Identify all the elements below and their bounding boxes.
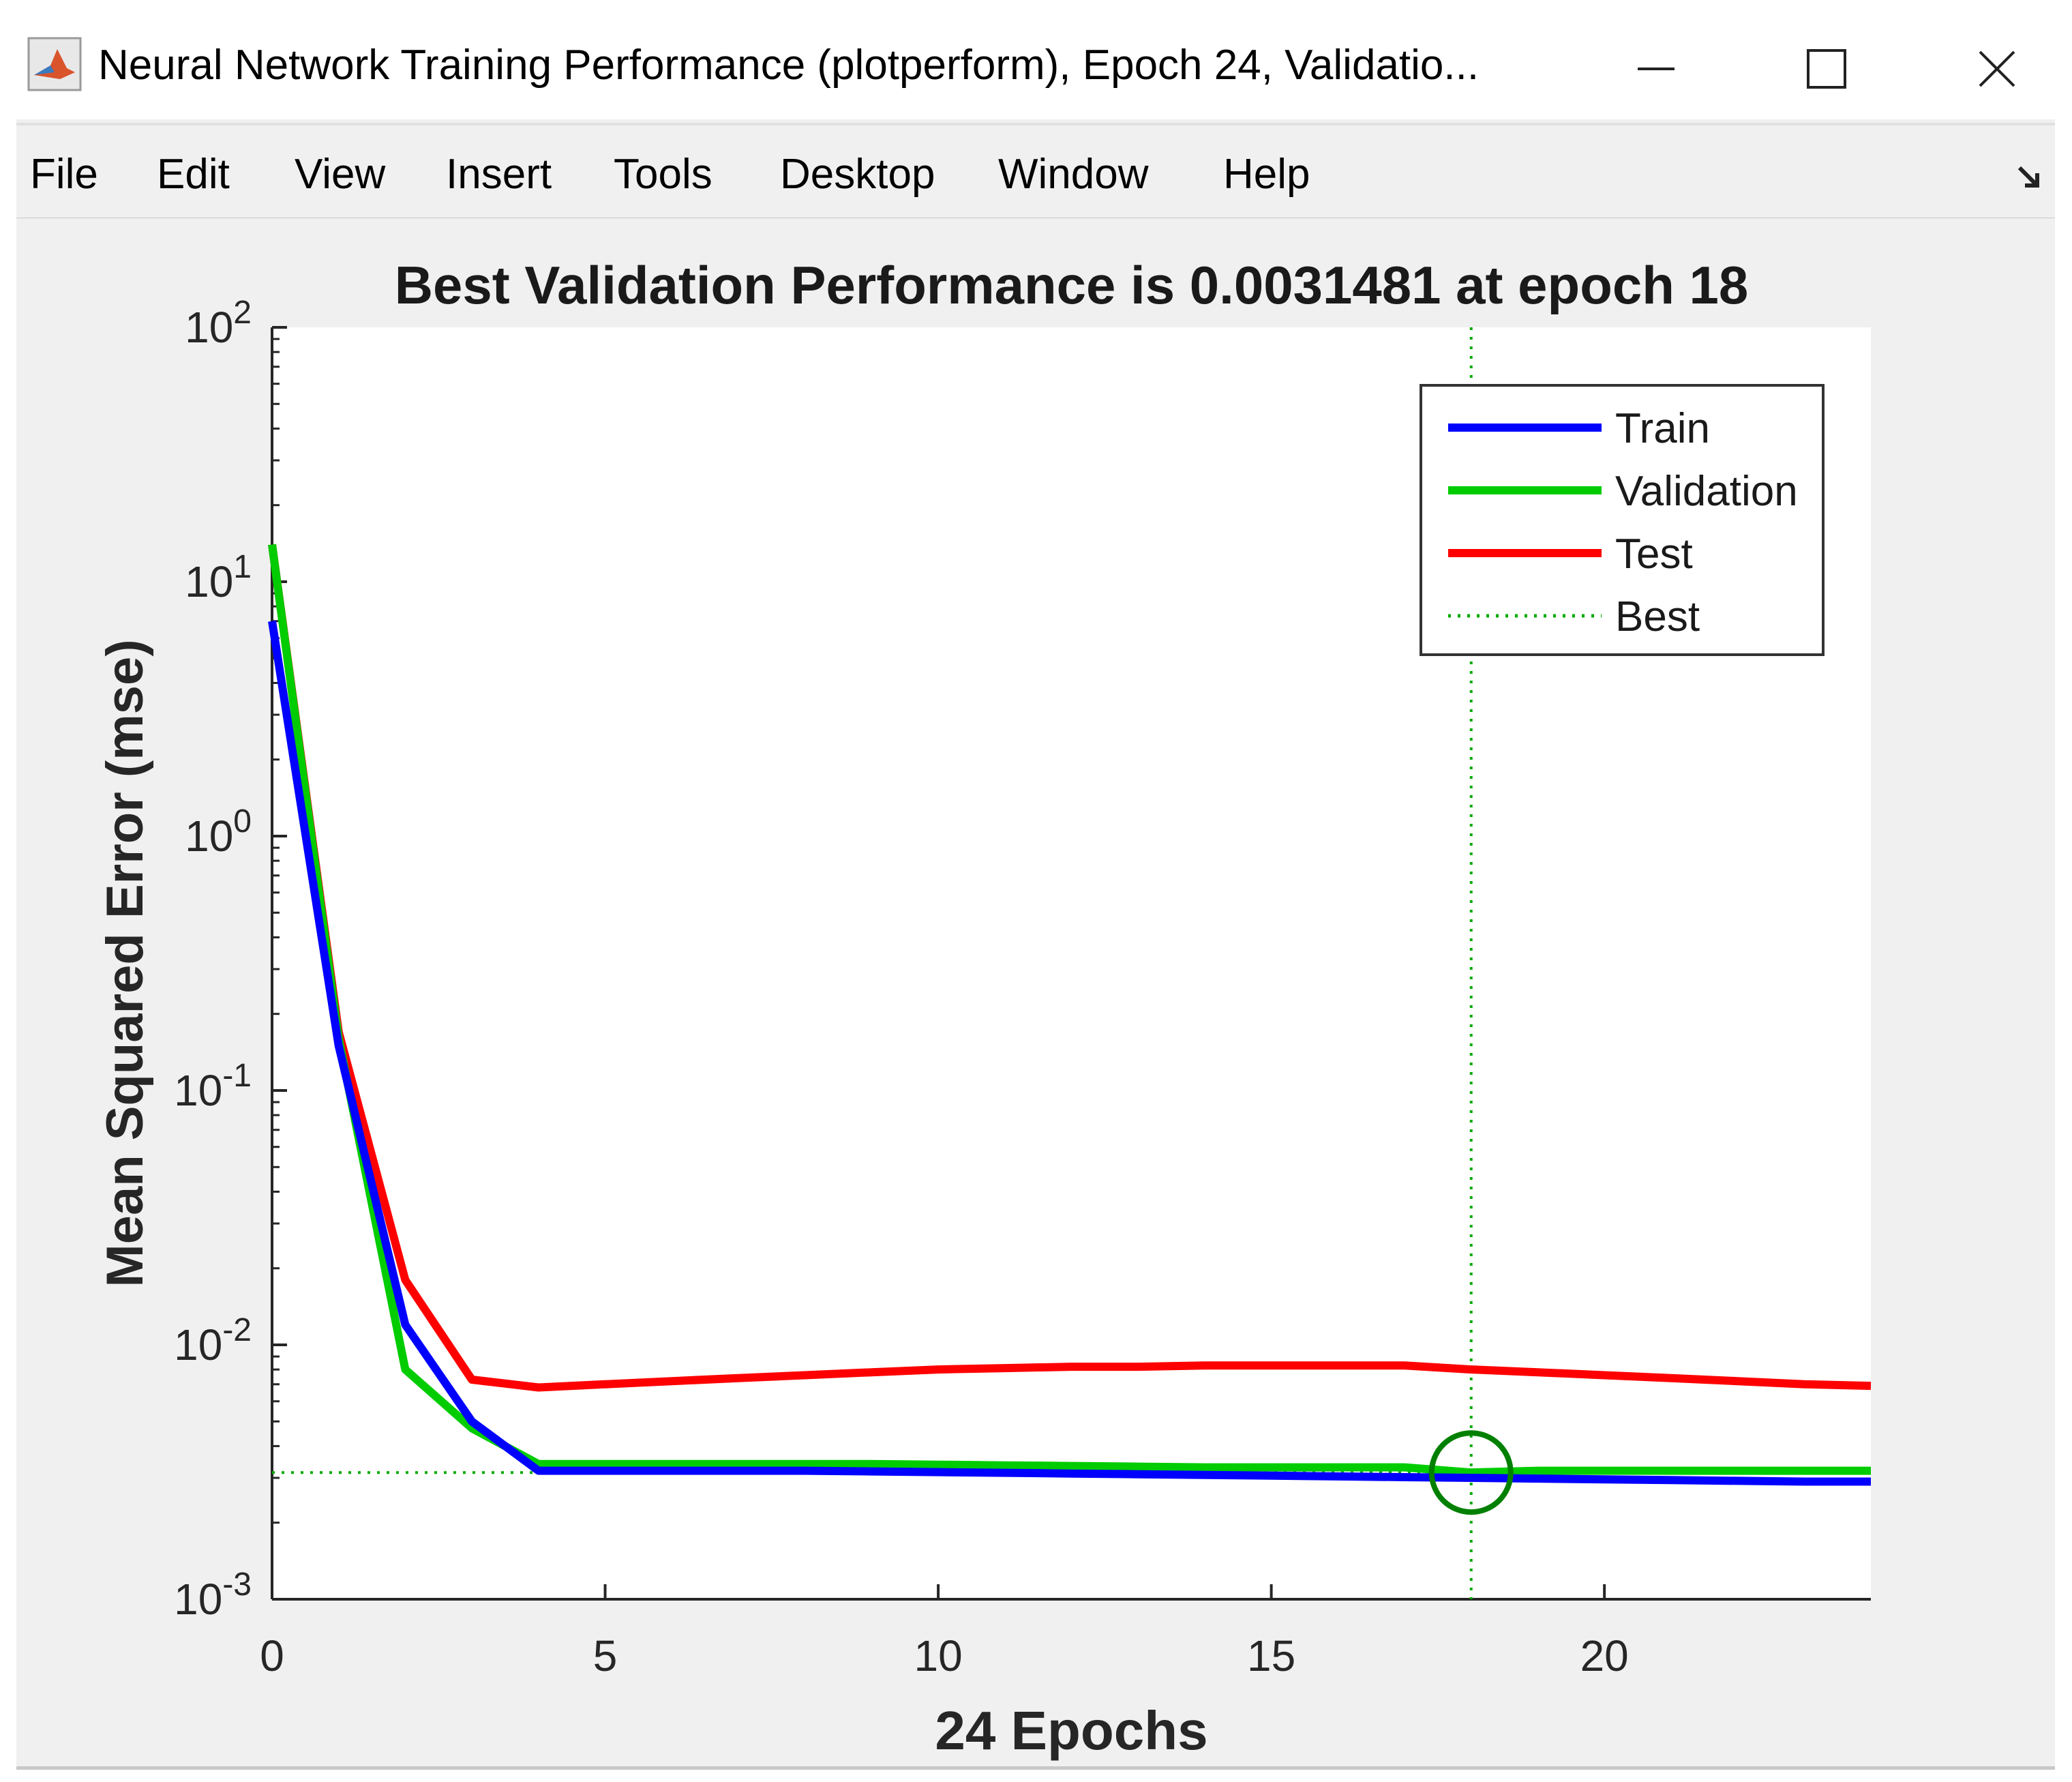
minimize-icon[interactable] xyxy=(1619,31,1694,106)
y-tick-label: 10-3 xyxy=(174,1566,252,1624)
chart-title: Best Validation Performance is 0.0031481… xyxy=(395,255,1749,315)
y-tick-label: 10-1 xyxy=(174,1058,252,1115)
menu-insert[interactable]: Insert xyxy=(446,151,552,198)
menu-file[interactable]: File xyxy=(30,151,98,198)
menu-help[interactable]: Help xyxy=(1223,151,1310,198)
x-tick-label: 15 xyxy=(1247,1631,1295,1680)
x-tick-label: 20 xyxy=(1580,1631,1629,1680)
y-tick-label: 102 xyxy=(185,295,252,352)
menu-view[interactable]: View xyxy=(295,151,386,198)
series-line-test xyxy=(268,544,1872,1392)
window-title: Neural Network Training Performance (plo… xyxy=(98,42,1480,89)
figure-window: Neural Network Training Performance (plo… xyxy=(16,7,2055,1770)
title-bar[interactable]: Neural Network Training Performance (plo… xyxy=(16,7,2055,119)
legend-label-test: Test xyxy=(1615,531,1693,578)
menu-bar: File Edit View Insert Tools Desktop Wind… xyxy=(16,123,2055,221)
window-bottom-border xyxy=(16,1766,2055,1770)
x-tick-label: 5 xyxy=(593,1631,618,1680)
x-tick-label: 10 xyxy=(914,1631,962,1680)
y-axis-label: Mean Squared Error (mse) xyxy=(96,639,154,1287)
menu-edit[interactable]: Edit xyxy=(157,151,230,198)
legend-label-train: Train xyxy=(1615,405,1710,452)
legend-label-validation: Validation xyxy=(1615,468,1798,515)
legend-label-best: Best xyxy=(1615,593,1700,640)
series-line-train xyxy=(268,620,1871,1486)
undock-arrow-icon[interactable] xyxy=(2014,160,2048,194)
maximize-icon[interactable] xyxy=(1789,31,1864,106)
close-icon[interactable] xyxy=(1960,31,2035,106)
performance-chart: Best Validation Performance is 0.0031481… xyxy=(96,255,1872,1761)
menu-tools[interactable]: Tools xyxy=(614,151,712,198)
x-axis-label: 24 Epochs xyxy=(935,1700,1207,1761)
best-point-circle xyxy=(1428,1430,1514,1515)
figure-area: Best Validation Performance is 0.0031481… xyxy=(16,218,2055,1770)
menu-window[interactable]: Window xyxy=(998,151,1149,198)
series-line-validation xyxy=(268,544,1871,1477)
menu-desktop[interactable]: Desktop xyxy=(780,151,935,198)
x-tick-label: 0 xyxy=(260,1631,284,1680)
y-tick-label: 101 xyxy=(185,549,252,606)
y-tick-label: 10-2 xyxy=(174,1312,252,1369)
matlab-icon xyxy=(27,37,82,91)
y-tick-label: 100 xyxy=(185,803,252,861)
